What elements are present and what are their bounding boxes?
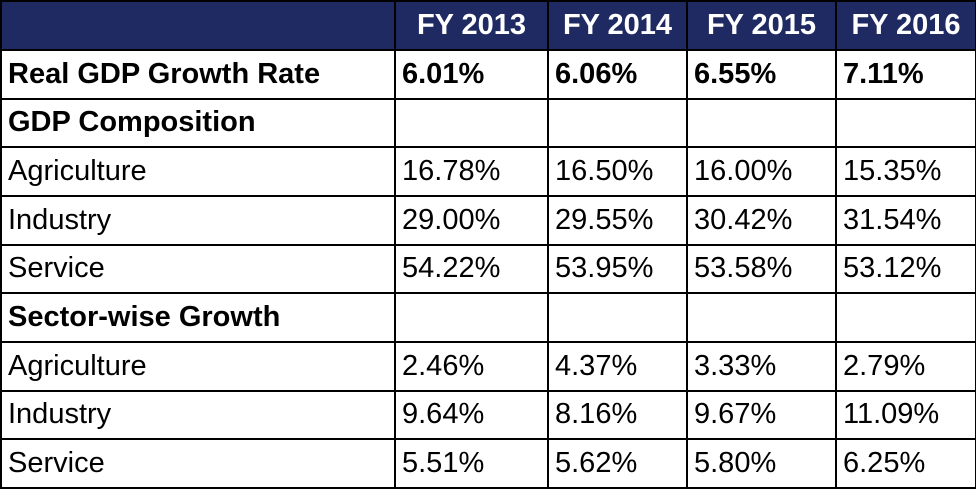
- table-cell: 29.00%: [394, 194, 549, 246]
- table-cell: 53.12%: [835, 243, 976, 295]
- table-cell: 5.62%: [547, 438, 688, 489]
- table-cell: [394, 97, 549, 149]
- row-label: Real GDP Growth Rate: [0, 49, 396, 100]
- table-cell: [835, 97, 976, 149]
- section-label: Sector-wise Growth: [0, 292, 396, 343]
- table-cell: 6.01%: [394, 49, 549, 100]
- row-label: Agriculture: [0, 146, 396, 197]
- table-row-composition-service: Service 54.22% 53.95% 53.58% 53.12%: [0, 243, 976, 295]
- table-cell: 9.64%: [394, 389, 549, 441]
- table-cell: 5.80%: [686, 438, 837, 489]
- table-cell: 54.22%: [394, 243, 549, 295]
- table-cell: 2.79%: [835, 340, 976, 392]
- table-cell: [686, 97, 837, 149]
- header-fy-2013: FY 2013: [394, 0, 549, 51]
- table-cell: 4.37%: [547, 340, 688, 392]
- table-cell: 6.06%: [547, 49, 688, 100]
- table-cell: 30.42%: [686, 194, 837, 246]
- row-label: Service: [0, 243, 396, 295]
- table-cell: 2.46%: [394, 340, 549, 392]
- table-row-growth-agriculture: Agriculture 2.46% 4.37% 3.33% 2.79%: [0, 340, 976, 392]
- header-fy-2014: FY 2014: [547, 0, 688, 51]
- table-row-gdp-composition: GDP Composition: [0, 97, 976, 149]
- table-row-growth-industry: Industry 9.64% 8.16% 9.67% 11.09%: [0, 389, 976, 441]
- header-fy-2015: FY 2015: [686, 0, 837, 51]
- table-cell: 8.16%: [547, 389, 688, 441]
- table-cell: 15.35%: [835, 146, 976, 197]
- header-fy-2016: FY 2016: [835, 0, 976, 51]
- table-cell: 9.67%: [686, 389, 837, 441]
- row-label: Industry: [0, 194, 396, 246]
- table-row-composition-industry: Industry 29.00% 29.55% 30.42% 31.54%: [0, 194, 976, 246]
- table-cell: [394, 292, 549, 343]
- table-cell: 31.54%: [835, 194, 976, 246]
- section-label: GDP Composition: [0, 97, 396, 149]
- table-cell: 6.25%: [835, 438, 976, 489]
- row-label: Service: [0, 438, 396, 489]
- table-cell: [547, 292, 688, 343]
- table-cell: 16.00%: [686, 146, 837, 197]
- header-corner-cell: [0, 0, 396, 51]
- table-cell: 53.58%: [686, 243, 837, 295]
- table-row-real-gdp-growth: Real GDP Growth Rate 6.01% 6.06% 6.55% 7…: [0, 49, 976, 100]
- table-cell: 11.09%: [835, 389, 976, 441]
- table-cell: [547, 97, 688, 149]
- table-cell: 16.78%: [394, 146, 549, 197]
- row-label: Agriculture: [0, 340, 396, 392]
- table-cell: 6.55%: [686, 49, 837, 100]
- table-row-composition-agriculture: Agriculture 16.78% 16.50% 16.00% 15.35%: [0, 146, 976, 197]
- table-cell: 7.11%: [835, 49, 976, 100]
- table-cell: 29.55%: [547, 194, 688, 246]
- table-cell: [835, 292, 976, 343]
- row-label: Industry: [0, 389, 396, 441]
- header-row: FY 2013 FY 2014 FY 2015 FY 2016: [0, 0, 976, 51]
- table-cell: 3.33%: [686, 340, 837, 392]
- table-cell: 16.50%: [547, 146, 688, 197]
- table-cell: [686, 292, 837, 343]
- table-cell: 53.95%: [547, 243, 688, 295]
- table-cell: 5.51%: [394, 438, 549, 489]
- table-row-growth-service: Service 5.51% 5.62% 5.80% 6.25%: [0, 438, 976, 489]
- table-row-sector-wise-growth: Sector-wise Growth: [0, 292, 976, 343]
